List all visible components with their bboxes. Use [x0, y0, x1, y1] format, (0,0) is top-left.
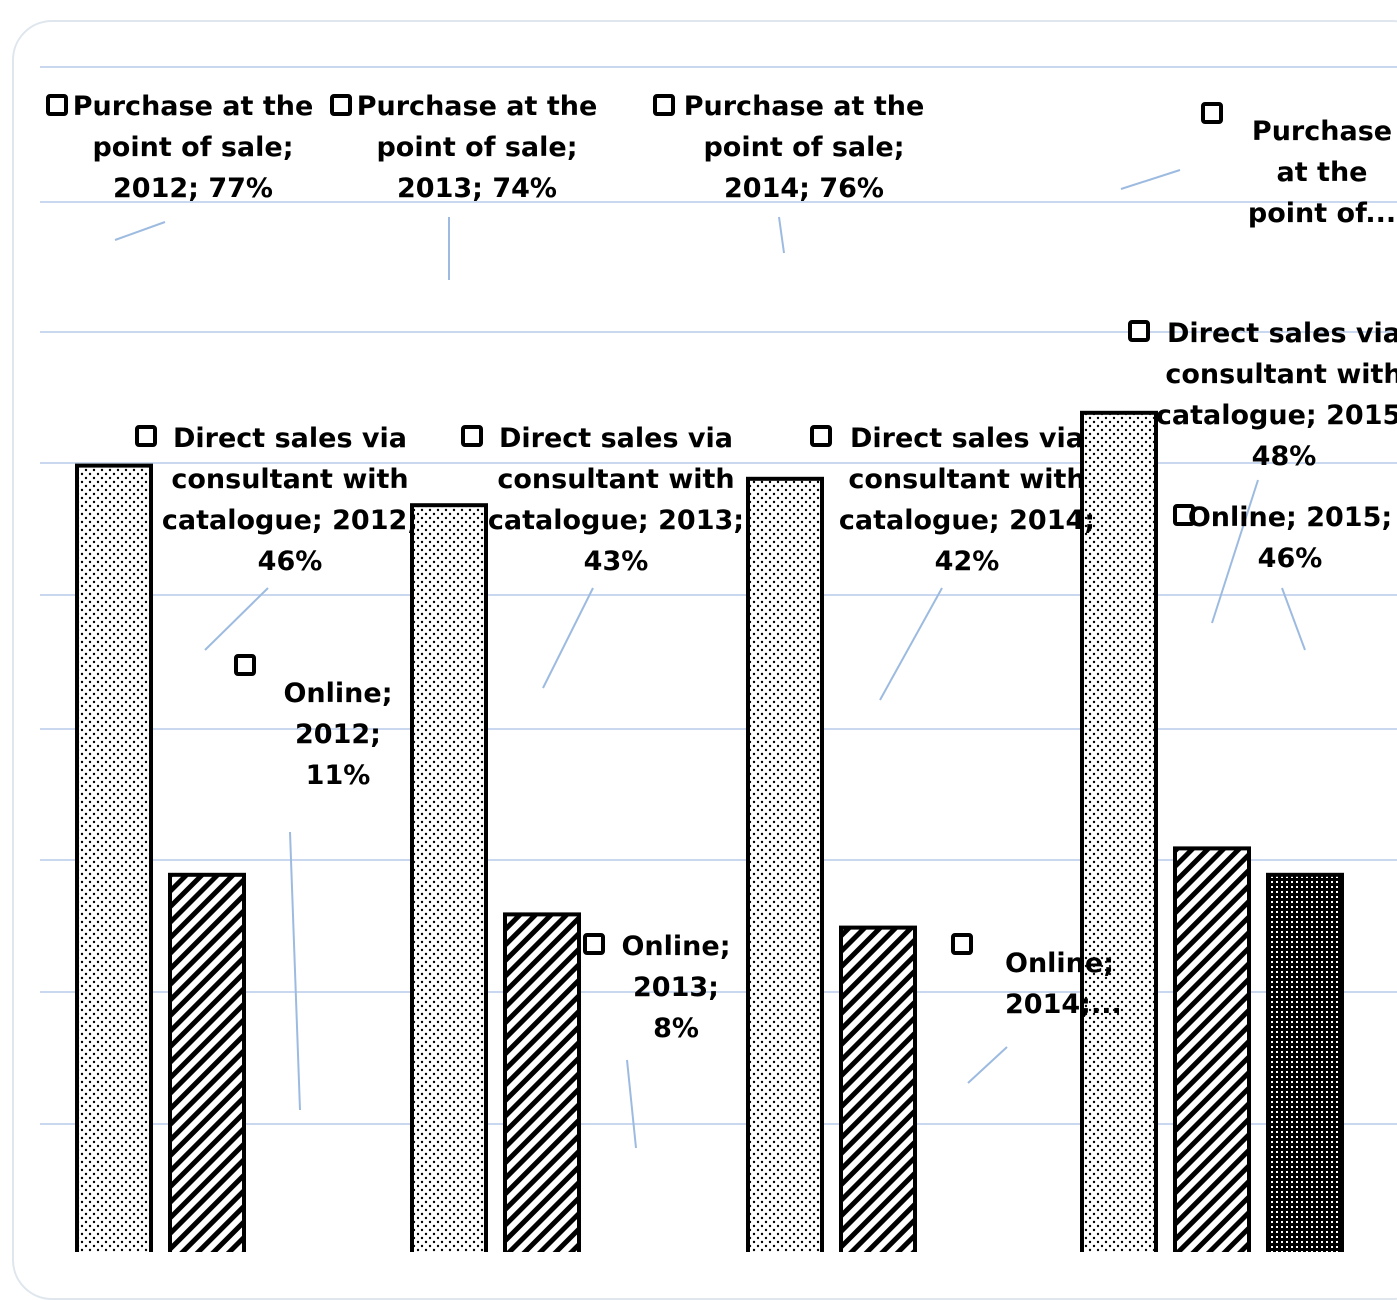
data-labels: Purchase at the point of sale; 2012; 77% Di… — [46, 91, 1397, 1044]
bar-chart: Purchase at the point of sale; 2012; 77% Di… — [40, 66, 1397, 1252]
data-label: Direct sales via — [850, 423, 1084, 454]
leader-line — [542, 587, 594, 689]
data-label: catalogue; 2014; — [839, 505, 1095, 536]
data-label: 11% — [306, 760, 371, 791]
data-label: consultant with — [1165, 359, 1397, 390]
data-label: consultant with — [848, 464, 1085, 495]
data-label: point of sale; — [376, 132, 577, 163]
data-label: Purchase at the — [684, 91, 925, 122]
data-label: 42% — [935, 546, 1000, 577]
label-marker-icon — [46, 94, 68, 116]
data-label: catalogue; 2012; — [162, 505, 418, 536]
leader-line — [967, 1046, 1008, 1084]
data-label: 2014;... — [1005, 989, 1122, 1020]
bar-direct-2015 — [1173, 846, 1251, 1252]
data-label: 2013; — [633, 972, 719, 1003]
data-label: Direct sales via — [499, 423, 733, 454]
bar-purchase-2015 — [1080, 410, 1158, 1252]
label-marker-icon — [951, 933, 973, 955]
leader-line — [778, 216, 785, 254]
label-marker-icon — [653, 94, 675, 116]
bar-online-2015 — [1266, 872, 1344, 1252]
label-marker-icon — [1201, 102, 1223, 124]
bar-purchase-2012 — [75, 463, 153, 1252]
data-label: Online; — [283, 678, 392, 709]
data-label: Purchase — [1252, 116, 1392, 147]
data-label: 46% — [1258, 543, 1323, 574]
data-label: 48% — [1252, 441, 1317, 472]
data-label: Online; — [621, 931, 730, 962]
data-label: catalogue; 2015; — [1156, 400, 1397, 431]
leader-line — [1211, 479, 1259, 624]
data-label: Purchase at the — [73, 91, 314, 122]
leader-line — [626, 1059, 637, 1149]
bar-direct-2013 — [503, 912, 581, 1252]
bar-direct-2012 — [168, 872, 246, 1252]
data-label: consultant with — [171, 464, 408, 495]
leader-line — [879, 587, 943, 701]
data-label: 43% — [584, 546, 649, 577]
data-label: point of... — [1248, 198, 1396, 229]
label-marker-icon — [583, 933, 605, 955]
data-label: Online; 2015; — [1188, 502, 1392, 533]
leader-line — [1120, 169, 1181, 190]
bar-direct-2014 — [839, 925, 917, 1252]
data-label: 2012; — [295, 719, 381, 750]
data-label: Purchase at the — [357, 91, 598, 122]
bars — [75, 410, 1344, 1252]
data-label: catalogue; 2013; — [488, 505, 744, 536]
leader-line — [1281, 587, 1306, 651]
label-marker-icon — [330, 94, 352, 116]
data-label: Direct sales via — [1167, 318, 1397, 349]
data-label: 2013; 74% — [397, 173, 557, 204]
label-marker-icon — [1173, 504, 1195, 526]
data-label: Online; — [1005, 948, 1114, 979]
data-label: consultant with — [497, 464, 734, 495]
data-label: 8% — [653, 1013, 699, 1044]
data-label: at the — [1277, 157, 1368, 188]
leader-line — [289, 831, 301, 1111]
gridlines — [40, 66, 1397, 1125]
data-label: point of sale; — [703, 132, 904, 163]
label-marker-icon — [135, 425, 157, 447]
label-marker-icon — [1128, 320, 1150, 342]
leader-line — [204, 587, 269, 651]
data-label: 46% — [258, 546, 323, 577]
data-label: 2012; 77% — [113, 173, 273, 204]
data-label: point of sale; — [92, 132, 293, 163]
data-label: 2014; 76% — [724, 173, 884, 204]
leader-line — [114, 221, 166, 241]
bar-purchase-2013 — [410, 503, 488, 1252]
data-label: Direct sales via — [173, 423, 407, 454]
label-marker-icon — [461, 425, 483, 447]
label-leader-lines — [114, 169, 1306, 1149]
label-marker-icon — [810, 425, 832, 447]
label-marker-icon — [234, 654, 256, 676]
bar-purchase-2014 — [746, 476, 824, 1252]
